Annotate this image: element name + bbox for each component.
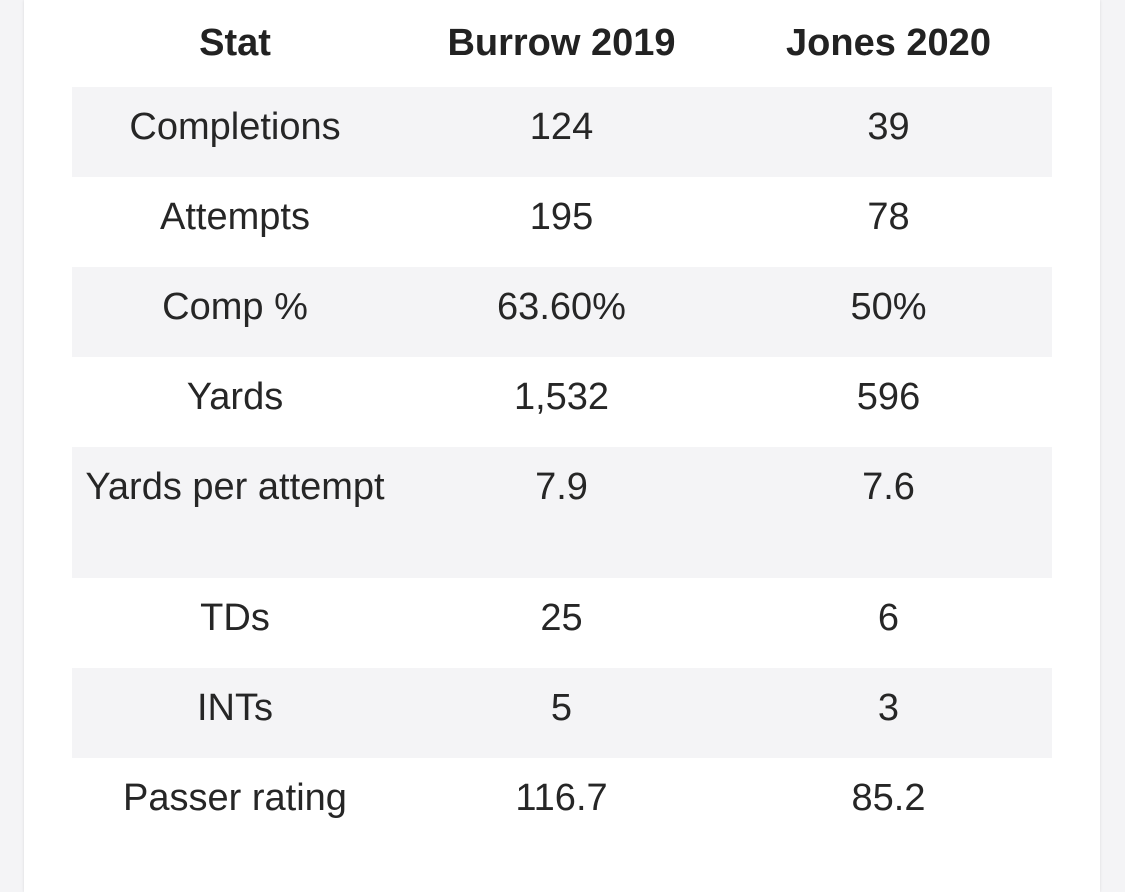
- stat-name-cell: TDs: [200, 597, 270, 639]
- jones-value-cell: 50%: [725, 267, 1052, 357]
- jones-value-cell: 85.2: [851, 777, 926, 819]
- stat-name-cell: Yards: [186, 376, 284, 418]
- jones-value-cell: 3: [725, 668, 1052, 758]
- table-row: Comp % 63.60% 50%: [72, 267, 1052, 357]
- jones-value-cell: 7.6: [725, 447, 1052, 578]
- table-row: Passer rating 116.7 85.2: [72, 758, 1052, 848]
- burrow-value-cell: 63.60%: [398, 267, 725, 357]
- header-row: Stat Burrow 2019 Jones 2020: [72, 0, 1052, 87]
- table-row: INTs 5 3: [72, 668, 1052, 758]
- burrow-value-cell: 25: [540, 597, 583, 639]
- stat-name-cell: INTs: [72, 668, 398, 758]
- table-row: Attempts 195 78: [72, 177, 1052, 267]
- burrow-value-cell: 5: [398, 668, 725, 758]
- stats-comparison-table: Stat Burrow 2019 Jones 2020 Completions …: [72, 0, 1052, 848]
- burrow-value-cell: 7.9: [398, 447, 725, 578]
- jones-value-cell: 596: [856, 376, 921, 418]
- burrow-value-cell: 1,532: [513, 376, 610, 418]
- header-stat: Stat: [199, 22, 271, 64]
- jones-value-cell: 6: [877, 597, 900, 639]
- burrow-value-cell: 124: [398, 87, 725, 177]
- content-card: Stat Burrow 2019 Jones 2020 Completions …: [24, 0, 1100, 892]
- table-row: Completions 124 39: [72, 87, 1052, 177]
- table-row: Yards per attempt 7.9 7.6: [72, 447, 1052, 578]
- burrow-value-cell: 195: [529, 196, 594, 238]
- table-body: Completions 124 39 Attempts 195 78 Comp …: [72, 87, 1052, 848]
- header-jones-2020: Jones 2020: [786, 22, 991, 64]
- table-header: Stat Burrow 2019 Jones 2020: [72, 0, 1052, 87]
- header-burrow-2019: Burrow 2019: [447, 22, 676, 64]
- burrow-value-cell: 116.7: [515, 777, 608, 819]
- stat-name-cell: Passer rating: [123, 777, 347, 819]
- table-row: Yards 1,532 596: [72, 357, 1052, 447]
- jones-value-cell: 78: [867, 196, 910, 238]
- stat-name-cell: Attempts: [160, 196, 310, 238]
- jones-value-cell: 39: [725, 87, 1052, 177]
- stat-name-cell: Completions: [72, 87, 398, 177]
- stat-name-cell: Comp %: [72, 267, 398, 357]
- stat-name-cell: Yards per attempt: [72, 447, 398, 578]
- table-row: TDs 25 6: [72, 578, 1052, 668]
